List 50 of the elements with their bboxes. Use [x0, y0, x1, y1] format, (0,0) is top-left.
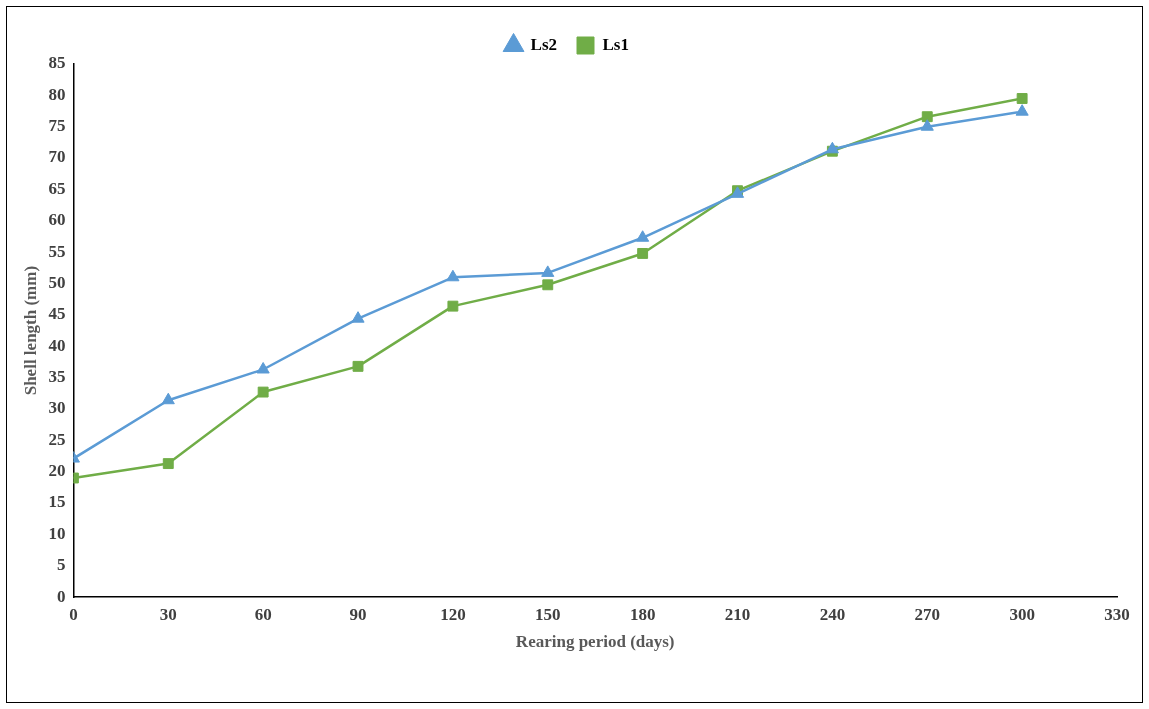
point	[637, 247, 649, 259]
x-tick-label: 90	[349, 604, 367, 624]
point	[1016, 93, 1028, 104]
x-tick-label: 270	[914, 604, 940, 624]
point	[825, 141, 839, 154]
y-axis-title: Shell length (mm)	[20, 265, 40, 396]
y-tick-label: 5	[56, 555, 66, 575]
y-tick-label: 75	[48, 116, 66, 136]
x-tick-label: 30	[159, 604, 177, 624]
x-tick-label: 210	[724, 604, 751, 624]
point	[446, 269, 460, 282]
x-tick-label: 150	[535, 604, 561, 624]
y-tick-label: 70	[48, 147, 66, 167]
point	[541, 265, 555, 277]
y-tick-label: 20	[48, 461, 66, 481]
point	[351, 311, 365, 323]
point	[1015, 104, 1029, 116]
legend-label: Ls1	[602, 34, 629, 54]
y-tick-label: 0	[56, 586, 66, 606]
x-tick-label: 120	[440, 604, 466, 624]
x-axis-title: Rearing period (days)	[515, 632, 675, 652]
x-tick-label: 300	[1009, 604, 1035, 624]
y-tick-label: 50	[48, 272, 66, 292]
point	[636, 230, 650, 242]
y-tick-label: 55	[48, 241, 66, 261]
y-tick-label: 30	[48, 398, 66, 418]
y-tick-label: 10	[48, 523, 66, 543]
legend-label: Ls2	[530, 34, 558, 54]
x-tick-label: 60	[254, 604, 272, 624]
x-tick-label: 330	[1104, 604, 1130, 624]
y-tick-label: 35	[48, 367, 66, 387]
point	[920, 119, 934, 131]
point	[542, 279, 554, 291]
x-tick-label: 180	[629, 604, 656, 624]
y-tick-label: 80	[48, 84, 66, 104]
y-tick-label: 65	[48, 178, 66, 198]
x-tick-label: 240	[819, 604, 846, 624]
point	[256, 361, 270, 374]
y-tick-label: 40	[48, 335, 66, 355]
point	[161, 392, 175, 405]
point	[162, 458, 174, 470]
point	[447, 300, 459, 312]
y-tick-label: 15	[48, 492, 66, 512]
y-tick-label: 45	[48, 304, 66, 324]
y-tick-label: 60	[48, 210, 66, 230]
y-tick-label: 85	[48, 53, 66, 73]
point	[257, 386, 269, 398]
point	[921, 111, 933, 123]
y-tick-label: 25	[48, 429, 66, 449]
point	[352, 360, 364, 372]
